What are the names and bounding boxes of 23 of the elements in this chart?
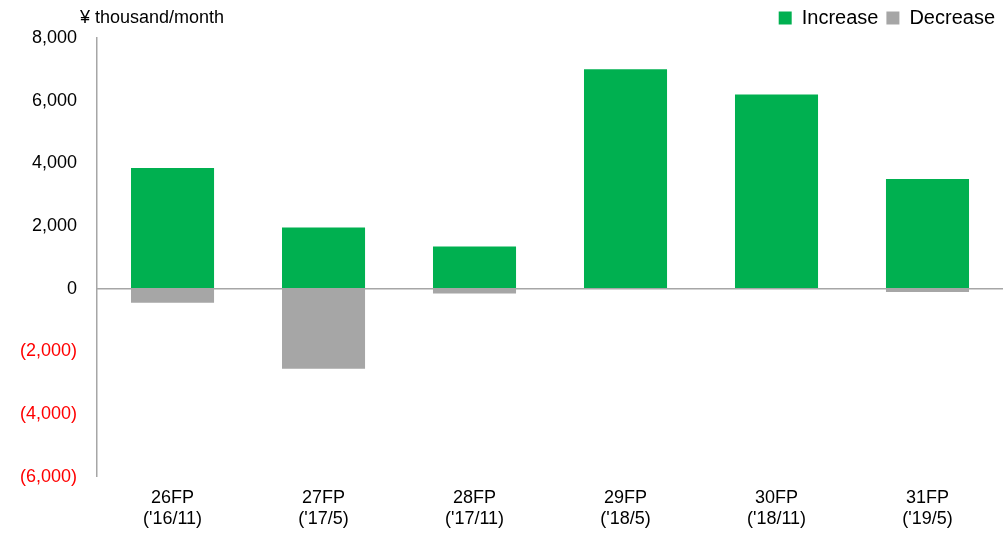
bar — [583, 69, 668, 289]
bar — [131, 168, 215, 289]
y-tick-label: (4,000) — [19, 403, 78, 424]
x-tick-label: 26FP ('16/11) — [142, 486, 203, 529]
x-tick-label: 30FP ('18/11) — [746, 486, 807, 529]
bar — [734, 94, 819, 289]
y-tick-label: 6,000 — [31, 89, 78, 110]
legend-label: Decrease — [909, 5, 996, 28]
y-tick-label: 8,000 — [31, 26, 78, 47]
x-tick-label: 27FP ('17/5) — [298, 486, 349, 529]
bar — [433, 246, 517, 289]
x-tick-label: 29FP ('18/5) — [600, 486, 651, 529]
legend-label: Increase — [801, 5, 879, 28]
y-tick-label: (2,000) — [19, 340, 78, 361]
x-tick-label: 31FP ('19/5) — [902, 486, 953, 529]
bar — [282, 227, 366, 289]
y-tick-label: 4,000 — [31, 152, 78, 173]
y-axis-title: ¥ thousand/month — [79, 6, 225, 27]
x-tick-label: 28FP ('17/11) — [444, 486, 505, 529]
y-tick-label: 2,000 — [31, 215, 78, 236]
y-tick-label: 0 — [67, 277, 78, 298]
y-tick-label: (6,000) — [19, 465, 78, 486]
bar — [885, 179, 970, 289]
